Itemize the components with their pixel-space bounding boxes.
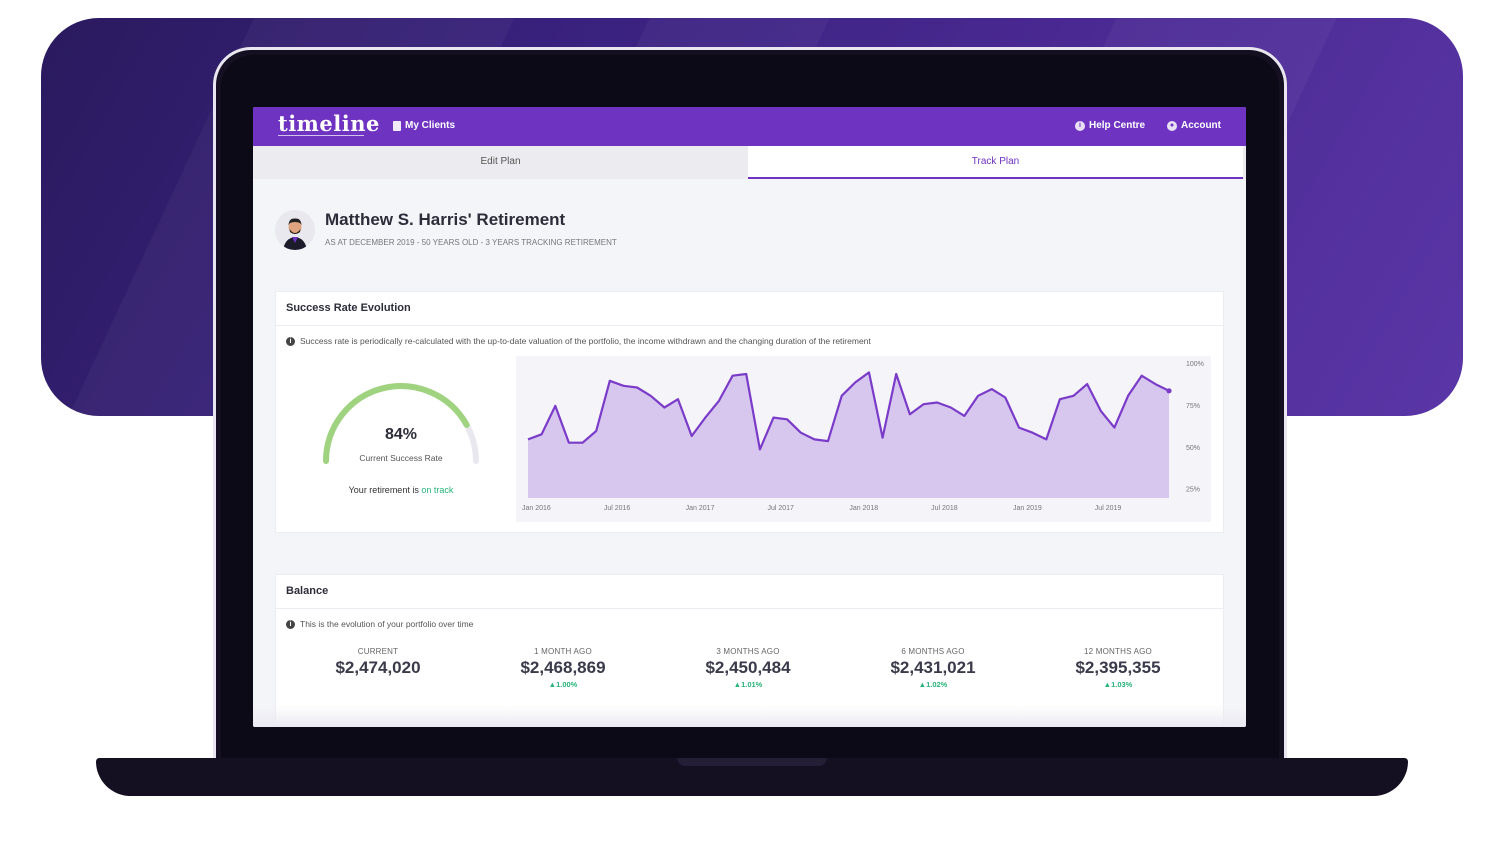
- balance-current: CURRENT $2,474,020: [288, 647, 468, 680]
- chart-series-line: [527, 371, 1170, 451]
- y-tick-label: 25%: [1186, 487, 1200, 494]
- my-clients-link[interactable]: My Clients: [393, 120, 455, 131]
- balance-value: $2,474,020: [335, 658, 421, 677]
- balance-heading: Balance: [276, 575, 1223, 609]
- success-rate-heading: Success Rate Evolution: [276, 292, 1223, 326]
- balance-1-month: 1 MONTH AGO $2,468,869 ▲1.00%: [473, 647, 653, 689]
- success-rate-card: Success Rate Evolution i Success rate is…: [275, 291, 1224, 533]
- info-icon: i: [1075, 120, 1085, 131]
- x-tick-label: Jul 2019: [1095, 505, 1122, 512]
- balance-label: 12 MONTHS AGO: [1084, 647, 1152, 656]
- x-tick-label: Jul 2016: [604, 505, 631, 512]
- tab-track-plan[interactable]: Track Plan: [748, 146, 1243, 179]
- book-icon: [393, 120, 401, 131]
- logo-underline: [278, 135, 364, 136]
- account-label: Account: [1181, 120, 1221, 131]
- chart-area-fill: [528, 372, 1169, 498]
- success-rate-chart-area: 100% 75% 50% 25% Jan 2016 Jul 2016 Jan 2017 Jul…: [516, 356, 1211, 522]
- balance-change: ▲1.02%: [918, 680, 948, 689]
- laptop-base: [96, 758, 1408, 796]
- balance-change: ▲1.00%: [548, 680, 578, 689]
- balance-label: 1 MONTH AGO: [534, 647, 592, 656]
- balance-card: Balance i This is the evolution of your …: [275, 574, 1224, 726]
- info-icon: i: [286, 619, 295, 629]
- balance-info-text: This is the evolution of your portfolio …: [300, 619, 474, 629]
- success-rate-info: i Success rate is periodically re-calcul…: [286, 336, 871, 346]
- client-retirement-subtitle: AS AT DECEMBER 2019 - 50 YEARS OLD - 3 Y…: [325, 238, 617, 247]
- y-tick-label: 75%: [1186, 403, 1200, 410]
- info-icon: i: [286, 336, 295, 346]
- x-tick-label: Jan 2017: [686, 505, 715, 512]
- balance-change: ▲1.01%: [733, 680, 763, 689]
- account-link[interactable]: ● Account: [1167, 120, 1221, 131]
- balance-label: 6 MONTHS AGO: [901, 647, 965, 656]
- x-tick-label: Jul 2017: [767, 505, 794, 512]
- balance-6-months: 6 MONTHS AGO $2,431,021 ▲1.02%: [843, 647, 1023, 689]
- tab-edit-plan[interactable]: Edit Plan: [480, 156, 521, 167]
- y-tick-label: 50%: [1186, 445, 1200, 452]
- gauge-fill-arc: [323, 383, 470, 464]
- balance-value: $2,431,021: [890, 658, 976, 677]
- balance-3-months: 3 MONTHS AGO $2,450,484 ▲1.01%: [658, 647, 838, 689]
- x-tick-label: Jan 2019: [1013, 505, 1042, 512]
- status-prefix: Your retirement is: [348, 485, 419, 495]
- client-avatar: [275, 210, 315, 250]
- success-rate-gauge: [323, 383, 479, 464]
- balance-info: i This is the evolution of your portfoli…: [286, 619, 473, 629]
- retirement-status: Your retirement is on track: [316, 485, 486, 495]
- x-tick-label: Jan 2018: [849, 505, 878, 512]
- balance-value: $2,395,355: [1075, 658, 1161, 677]
- balance-12-months: 12 MONTHS AGO $2,395,355 ▲1.03%: [1028, 647, 1208, 689]
- app-screen: timeline My Clients i Help Centre ● Acco…: [253, 107, 1246, 727]
- chart-point: [1166, 388, 1172, 394]
- y-tick-label: 100%: [1186, 361, 1204, 368]
- success-rate-chart: 100% 75% 50% 25% Jan 2016 Jul 2016 Jan 2017 Jul…: [522, 361, 1204, 512]
- gauge-value: 84%: [384, 426, 418, 443]
- screen-bottom-fade: [253, 705, 1246, 727]
- success-rate-info-text: Success rate is periodically re-calculat…: [300, 336, 871, 346]
- balance-change: ▲1.03%: [1103, 680, 1133, 689]
- balance-value: $2,450,484: [705, 658, 791, 677]
- plan-tabs: Edit Plan Track Plan: [253, 146, 1246, 179]
- x-tick-label: Jul 2018: [931, 505, 958, 512]
- balance-label: CURRENT: [357, 647, 399, 656]
- timeline-logo[interactable]: timeline: [278, 111, 380, 136]
- balance-label: 3 MONTHS AGO: [716, 647, 780, 656]
- client-retirement-title: Matthew S. Harris' Retirement: [325, 210, 566, 229]
- x-tick-label: Jan 2016: [522, 505, 551, 512]
- help-centre-label: Help Centre: [1089, 120, 1146, 131]
- user-icon: ●: [1167, 120, 1177, 131]
- status-on-track: on track: [421, 485, 454, 495]
- help-centre-link[interactable]: i Help Centre: [1075, 120, 1145, 131]
- top-navigation-bar: timeline My Clients i Help Centre ● Acco…: [253, 107, 1246, 146]
- my-clients-label: My Clients: [405, 120, 456, 131]
- gauge-label: Current Success Rate: [359, 453, 443, 463]
- balance-value: $2,468,869: [520, 658, 606, 677]
